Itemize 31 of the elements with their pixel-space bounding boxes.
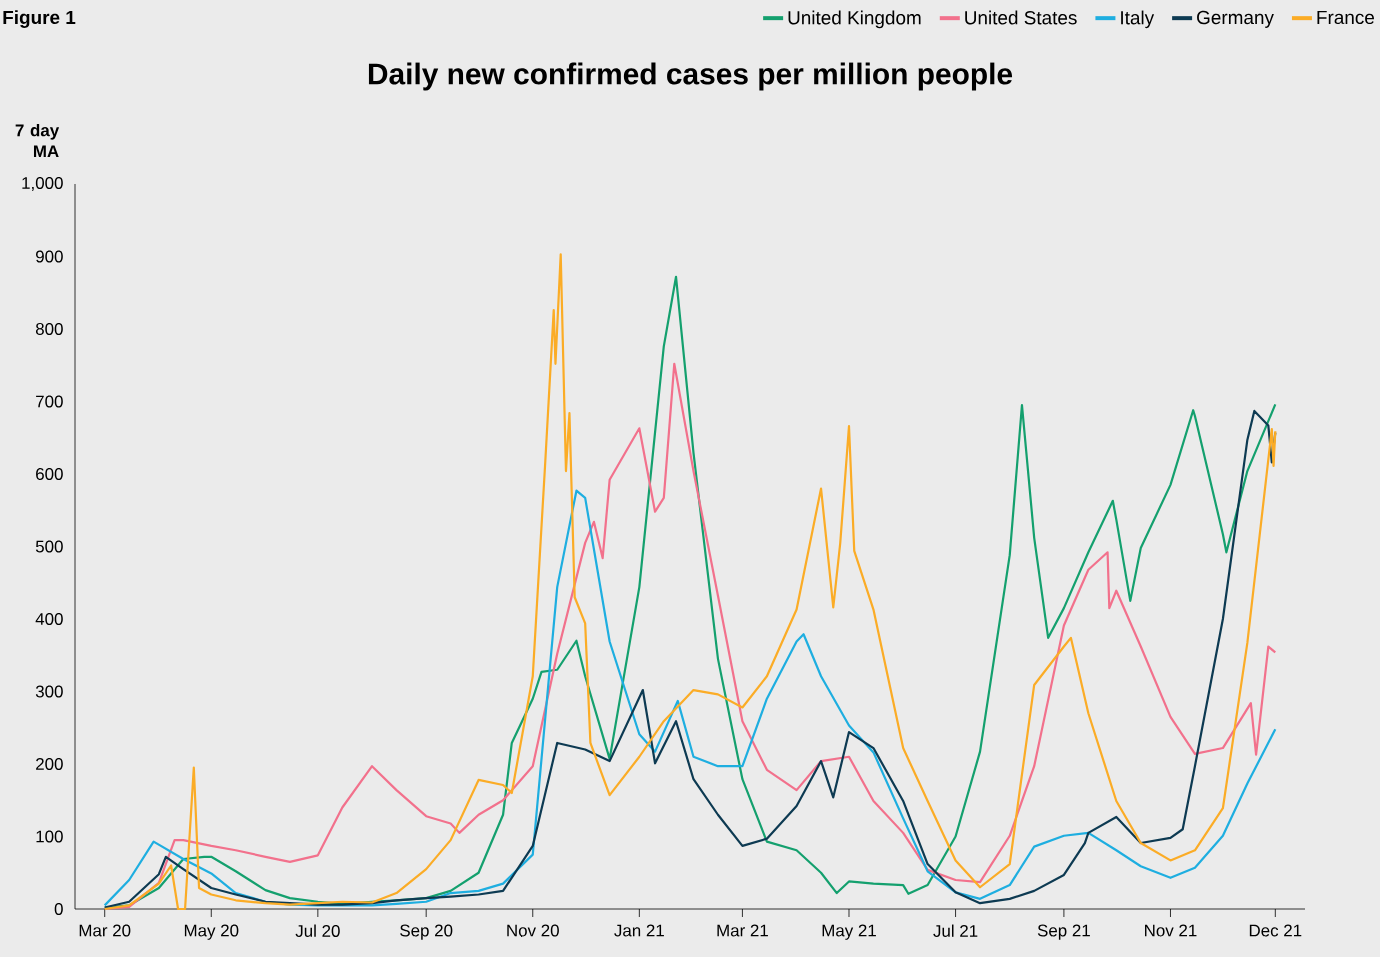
x-tick-label: Nov 21 <box>1145 924 1197 937</box>
x-tick-label: Dec 21 <box>1249 924 1302 937</box>
legend-label: United Kingdom <box>788 10 921 29</box>
y-tick-label: 1,000 <box>22 176 63 191</box>
caption: Figure 1 <box>3 10 76 28</box>
y-tick-label: 0 <box>54 903 63 915</box>
y-tick-label: 800 <box>35 323 63 335</box>
y-tick-label: 500 <box>35 540 63 553</box>
y-axis-title: 7 day MA <box>15 123 60 158</box>
x-tick-label: Mar 20 <box>79 924 131 937</box>
x-tick-label: Sep 20 <box>400 924 453 940</box>
chart-title: Daily new confirmed cases per million people <box>368 62 1013 91</box>
x-tick-label: Mar 21 <box>717 924 768 937</box>
y-tick-label: 100 <box>36 830 63 843</box>
x-tick-label: Jul 20 <box>295 924 340 937</box>
legend-label: United States <box>965 10 1077 25</box>
y-tick-label: 600 <box>36 468 63 480</box>
legend-label: Italy <box>1121 10 1155 29</box>
x-tick-label: Jan 21 <box>614 924 664 937</box>
y-tick-label: 700 <box>36 395 63 408</box>
x-tick-label: May 20 <box>184 924 239 940</box>
x-tick-label: Nov 20 <box>507 924 559 937</box>
x-tick-label: May 21 <box>822 924 876 940</box>
legend-label: Germany <box>1197 10 1274 28</box>
legend-label: France <box>1317 10 1375 25</box>
y-tick-label: 300 <box>35 685 63 698</box>
y-tick-label: 400 <box>35 613 63 625</box>
x-tick-label: Jul 21 <box>933 924 978 937</box>
y-tick-label: 200 <box>36 758 63 770</box>
y-tick-label: 900 <box>36 250 63 263</box>
x-tick-label: Sep 21 <box>1037 924 1090 940</box>
